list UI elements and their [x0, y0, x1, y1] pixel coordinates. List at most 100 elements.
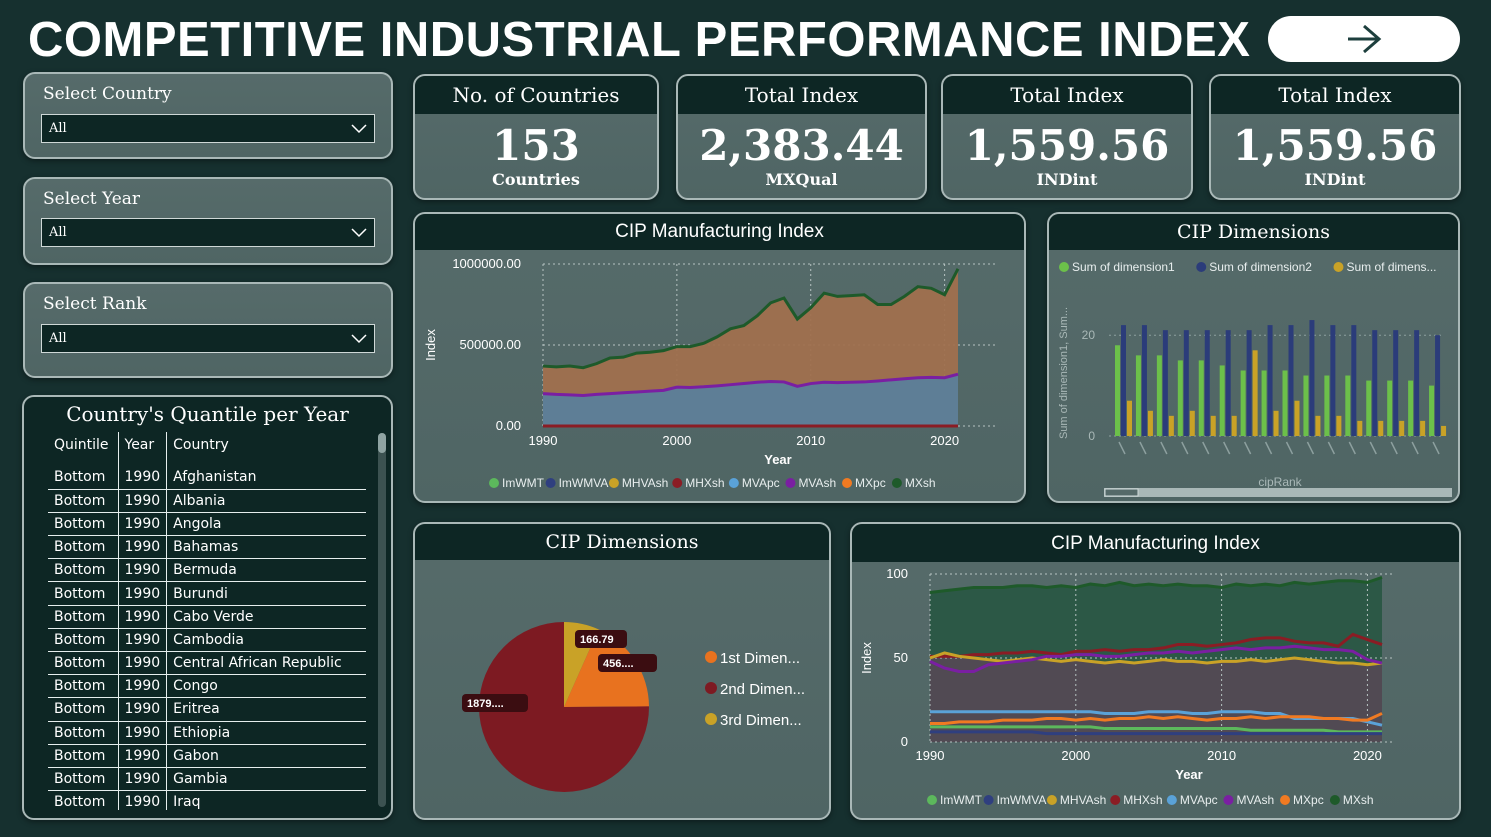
x-tick-mark [1223, 441, 1231, 455]
kpi-value: 153 [492, 121, 580, 170]
bar [1252, 350, 1258, 436]
x-tick-label: 1990 [529, 433, 558, 448]
y-tick-label: 0 [901, 734, 908, 749]
table-row[interactable]: Bottom 1990 Congo [48, 674, 366, 699]
bar [1294, 400, 1300, 436]
legend-marker [1166, 795, 1177, 805]
column-header-country[interactable]: Country [173, 437, 229, 453]
data-label-box [575, 630, 627, 648]
legend-marker [1223, 795, 1234, 805]
kpi-card-indint: Total Index 1,559.56 INDint [941, 74, 1193, 200]
cell-quintile: Bottom [48, 628, 119, 653]
country-dropdown[interactable]: All [41, 114, 375, 143]
x-tick-mark [1390, 441, 1398, 455]
legend-marker [705, 682, 717, 694]
legend-label: MVAsh [1236, 793, 1274, 807]
line-imwmt [930, 725, 1382, 734]
column-header-year[interactable]: Year [118, 432, 168, 466]
scrollbar-thumb [1104, 488, 1139, 497]
bar [1177, 360, 1183, 436]
bar [1309, 320, 1315, 436]
legend-label: 2nd Dimen... [720, 681, 805, 698]
cell-quintile: Bottom [48, 581, 119, 606]
chart-title: CIP Manufacturing Index [415, 214, 1024, 250]
cell-quintile: Bottom [48, 790, 119, 810]
cell-year: 1990 [118, 651, 168, 676]
bar [1435, 335, 1441, 436]
cell-year: 1990 [118, 581, 168, 606]
table-row[interactable]: Bottom 1990 Ethiopia [48, 721, 366, 745]
kpi-subtitle: MXQual [765, 170, 838, 189]
table-row[interactable]: Bottom 1990 Cabo Verde [48, 605, 366, 629]
year-slicer: Select Year All [23, 177, 393, 265]
dropdown-value: All [49, 121, 67, 136]
table-row[interactable]: Bottom 1990 Bahamas [48, 535, 366, 560]
cell-year: 1990 [118, 605, 168, 629]
x-tick-mark [1202, 441, 1210, 455]
table-row[interactable]: Bottom 1990 Bermuda [48, 558, 366, 583]
x-tick-mark [1118, 441, 1126, 455]
line-imwmva [930, 730, 1382, 736]
y-axis-label: Sum of dimension1, Sum... [1058, 307, 1070, 439]
x-tick-mark [1348, 441, 1356, 455]
legend-label: ImWMT [940, 793, 983, 807]
y-tick-label: 50 [894, 650, 908, 665]
table-row[interactable]: Bottom 1990 Angola [48, 512, 366, 537]
bar [1282, 370, 1288, 436]
pie-slice [479, 622, 649, 792]
kpi-card-countries: No. of Countries 153 Countries [413, 74, 659, 200]
x-tick-mark [1369, 441, 1377, 455]
kpi-title: Total Index [943, 76, 1191, 114]
dropdown-value: All [49, 225, 67, 240]
scrollbar-thumb[interactable] [378, 433, 386, 453]
bar [1115, 345, 1120, 436]
column-header-quintile[interactable]: Quintile [48, 432, 119, 466]
table-row[interactable]: Bottom 1990 Iraq [48, 790, 366, 810]
rank-dropdown[interactable]: All [41, 324, 375, 353]
cell-country: Bermuda [166, 558, 366, 583]
slicer-label: Select Rank [43, 294, 147, 314]
table-row[interactable]: Bottom 1990 Albania [48, 489, 366, 513]
table-row[interactable]: Bottom 1990 Afghanistan [48, 466, 366, 490]
legend-label: ImWMT [502, 476, 545, 490]
bar [1168, 415, 1174, 436]
legend-marker [1329, 795, 1340, 805]
bar [1261, 370, 1267, 436]
data-label: 166.79 [580, 634, 614, 646]
country-slicer: Select Country All [23, 72, 393, 159]
kpi-subtitle: INDint [1304, 170, 1366, 189]
table-row[interactable]: Bottom 1990 Cambodia [48, 628, 366, 653]
table-scrollbar[interactable] [378, 433, 386, 807]
bar [1429, 385, 1435, 436]
bar-chart[interactable]: Sum of dimension1 Sum of dimension2 Sum of… [1049, 250, 1458, 501]
year-dropdown[interactable]: All [41, 218, 375, 247]
table-row[interactable]: Bottom 1990 Eritrea [48, 697, 366, 722]
next-page-button[interactable] [1268, 16, 1460, 62]
x-tick-mark [1243, 441, 1252, 455]
legend-marker [705, 651, 717, 663]
table-row[interactable]: Bottom 1990 Burundi [48, 581, 366, 606]
line-mhvash [929, 651, 1383, 667]
legend-label: Sum of dimension2 [1209, 260, 1312, 274]
x-tick-mark [1139, 441, 1147, 455]
line-mvash [929, 644, 1383, 673]
bar [1189, 410, 1195, 436]
kpi-subtitle: INDint [1036, 170, 1098, 189]
area-chart[interactable]: 0.00 500000.00 1000000.00 1990 2000 2010 2020 Y… [415, 250, 1024, 501]
cell-year: 1990 [118, 628, 168, 653]
table-row[interactable]: Bottom 1990 Gabon [48, 744, 366, 768]
cell-quintile: Bottom [48, 674, 119, 699]
bar [1372, 330, 1378, 436]
bar [1414, 330, 1420, 436]
bar [1441, 425, 1447, 436]
bar [1357, 420, 1363, 436]
line-chart[interactable]: 0 50 100 1990 2000 2010 2020 Year Index ImWMT ImWM… [852, 562, 1459, 818]
cell-quintile: Bottom [48, 605, 119, 629]
legend-label: Sum of dimension1 [1072, 260, 1175, 274]
cell-country: Cabo Verde [166, 605, 366, 629]
table-row[interactable]: Bottom 1990 Central African Republic [48, 651, 366, 676]
kpi-card-indint-2: Total Index 1,559.56 INDint [1209, 74, 1461, 200]
pie-chart[interactable]: 166.79 456.... 1879.... 1st Dimen... 2nd Dim… [415, 560, 829, 818]
table-row[interactable]: Bottom 1990 Gambia [48, 767, 366, 792]
x-axis-label: Year [764, 452, 791, 467]
